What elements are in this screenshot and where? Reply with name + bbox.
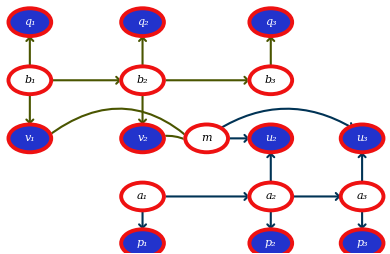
Circle shape xyxy=(250,66,292,94)
Circle shape xyxy=(341,229,383,254)
Circle shape xyxy=(250,8,292,36)
Circle shape xyxy=(9,66,51,94)
Circle shape xyxy=(340,229,385,254)
Circle shape xyxy=(340,182,385,211)
Text: q₃: q₃ xyxy=(265,17,277,27)
Circle shape xyxy=(7,8,52,37)
Circle shape xyxy=(248,229,293,254)
Circle shape xyxy=(120,66,165,95)
Text: v₂: v₂ xyxy=(137,133,148,143)
Circle shape xyxy=(120,182,165,211)
Circle shape xyxy=(9,8,51,36)
Circle shape xyxy=(121,183,164,210)
Circle shape xyxy=(121,66,164,94)
Circle shape xyxy=(340,124,385,153)
Circle shape xyxy=(7,66,52,95)
Circle shape xyxy=(250,229,292,254)
Text: a₃: a₃ xyxy=(356,192,368,201)
Text: v₁: v₁ xyxy=(25,133,35,143)
Circle shape xyxy=(184,124,229,153)
Text: b₂: b₂ xyxy=(137,75,148,85)
Text: u₂: u₂ xyxy=(265,133,277,143)
Circle shape xyxy=(248,124,293,153)
Circle shape xyxy=(9,124,51,152)
Text: b₃: b₃ xyxy=(265,75,277,85)
Circle shape xyxy=(250,183,292,210)
Text: p₁: p₁ xyxy=(137,238,148,248)
Circle shape xyxy=(248,8,293,37)
Circle shape xyxy=(120,229,165,254)
Circle shape xyxy=(121,229,164,254)
Text: p₃: p₃ xyxy=(356,238,368,248)
Circle shape xyxy=(120,8,165,37)
Circle shape xyxy=(248,182,293,211)
Circle shape xyxy=(120,124,165,153)
Text: a₁: a₁ xyxy=(137,192,148,201)
Text: b₁: b₁ xyxy=(24,75,35,85)
Text: q₂: q₂ xyxy=(137,17,148,27)
Circle shape xyxy=(341,183,383,210)
Text: p₂: p₂ xyxy=(265,238,277,248)
Text: q₁: q₁ xyxy=(24,17,35,27)
Circle shape xyxy=(7,124,52,153)
Circle shape xyxy=(248,66,293,95)
Circle shape xyxy=(185,124,228,152)
Circle shape xyxy=(121,8,164,36)
Text: a₂: a₂ xyxy=(265,192,277,201)
Text: m: m xyxy=(201,133,212,143)
Text: u₃: u₃ xyxy=(356,133,368,143)
Circle shape xyxy=(121,124,164,152)
Circle shape xyxy=(341,124,383,152)
Circle shape xyxy=(250,124,292,152)
